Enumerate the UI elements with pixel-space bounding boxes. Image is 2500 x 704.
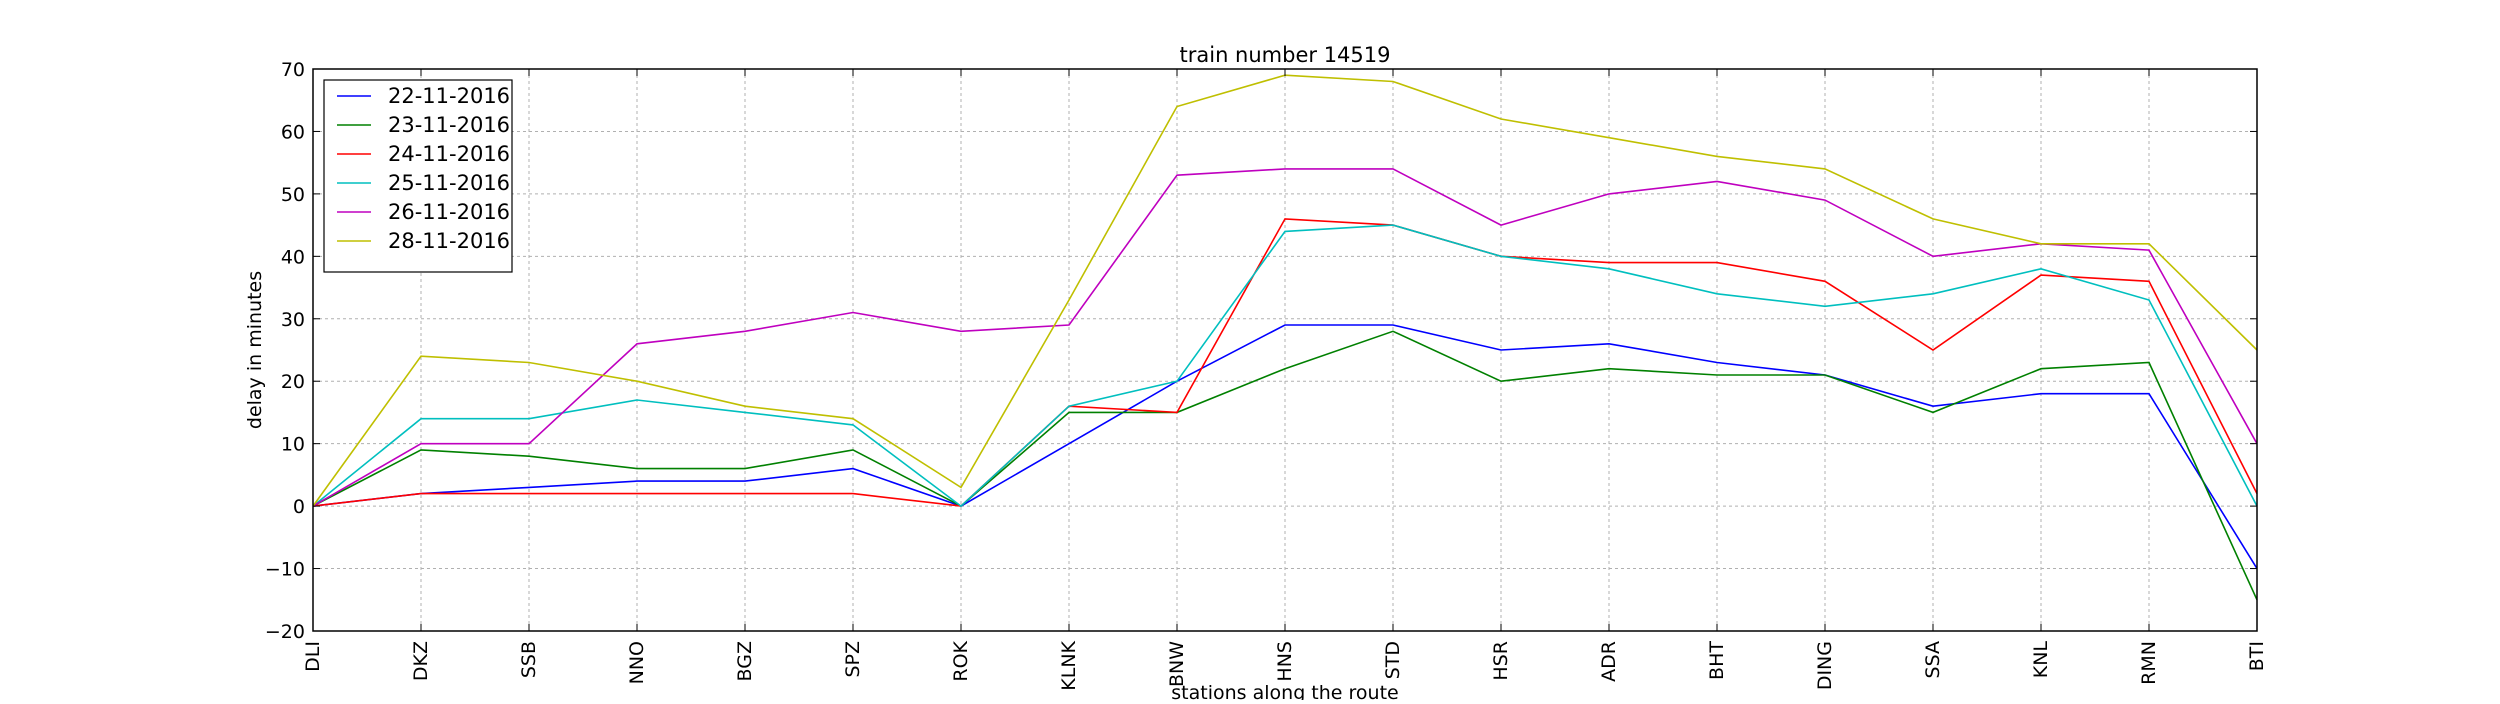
x-tick-label: KNL (2030, 641, 2052, 679)
y-tick-label: −10 (265, 559, 305, 581)
x-tick-label: HSR (1490, 641, 1512, 681)
x-tick-label: RMN (2138, 641, 2160, 685)
legend-label-24-11-2016: 24-11-2016 (388, 142, 510, 166)
legend-label-25-11-2016: 25-11-2016 (388, 171, 510, 195)
legend-label-22-11-2016: 22-11-2016 (388, 84, 510, 108)
legend-box (323, 79, 513, 273)
x-tick-label: SSB (518, 641, 540, 678)
series-line-24-11-2016 (312, 218, 2258, 507)
legend-label-23-11-2016: 23-11-2016 (388, 113, 510, 137)
y-tick-label: −20 (265, 621, 305, 643)
x-tick-label: HNS (1274, 641, 1296, 682)
series-line-25-11-2016 (312, 224, 2258, 508)
y-axis-label: delay in minutes (244, 271, 266, 429)
grid-layer (313, 69, 2257, 631)
x-tick-label: BHT (1706, 641, 1728, 680)
y-tick-label: 70 (281, 59, 305, 81)
y-tick-label: 50 (281, 184, 305, 206)
x-tick-label: DING (1814, 641, 1836, 690)
legend-label-28-11-2016: 28-11-2016 (388, 229, 510, 253)
tick-layer: DLI DKZ SSB NNO BGZ SPZ ROK KLNK BNW HNS STD HSR ADR… (265, 59, 2268, 691)
y-tick-label: 30 (281, 309, 305, 331)
x-tick-label: BNW (1166, 641, 1188, 687)
series-line-26-11-2016 (312, 168, 2258, 507)
legend-label-26-11-2016: 26-11-2016 (388, 200, 510, 224)
x-tick-label: DKZ (410, 641, 432, 681)
x-tick-label: SSA (1922, 641, 1944, 678)
y-tick-label: 40 (281, 246, 305, 268)
y-tick-label: 20 (281, 371, 305, 393)
x-tick-label: DLI (302, 641, 324, 672)
series-line-23-11-2016 (312, 330, 2258, 601)
series-layer (312, 74, 2258, 601)
y-tick-label: 10 (281, 434, 305, 456)
x-tick-label: SPZ (842, 641, 864, 678)
x-tick-label: BGZ (734, 641, 756, 681)
x-tick-label: NNO (626, 641, 648, 684)
x-axis-label: stations along the route (1171, 682, 1398, 700)
y-tick-label: 0 (293, 496, 305, 518)
series-line-22-11-2016 (312, 324, 2258, 570)
legend: 22-11-2016 23-11-2016 24-11-2016 25-11-2016… (323, 79, 513, 273)
chart-title: train number 14519 (1180, 43, 1391, 67)
x-tick-label: STD (1382, 641, 1404, 679)
x-tick-label: KLNK (1058, 640, 1080, 690)
x-tick-label: ROK (950, 640, 972, 681)
x-tick-label: BTI (2246, 641, 2268, 671)
x-tick-label: ADR (1598, 641, 1620, 682)
y-tick-label: 60 (281, 121, 305, 143)
